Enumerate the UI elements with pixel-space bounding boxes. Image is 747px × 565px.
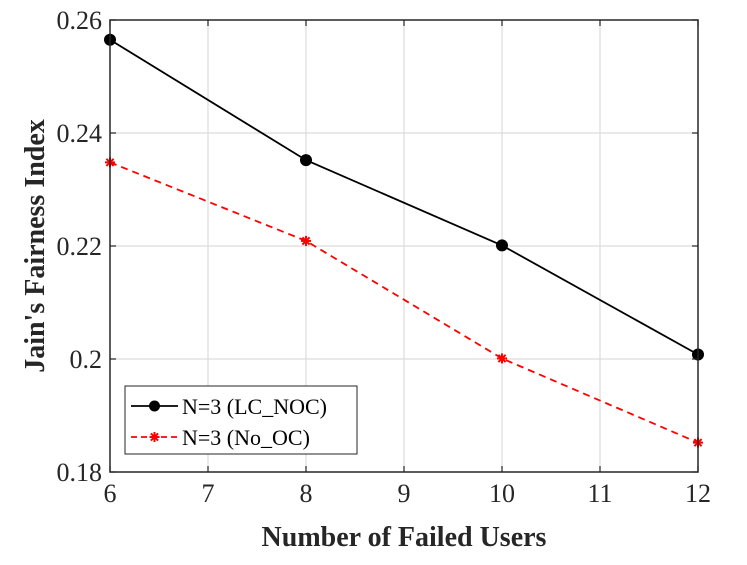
tick-labels: 6 7 8 9 10 11 12 0.18 0.2 0.22 0.24 0.26 bbox=[57, 6, 712, 508]
legend: N=3 (LC_NOC) N=3 (No_OC) bbox=[124, 385, 358, 455]
legend-entry-no-oc: N=3 (No_OC) bbox=[131, 425, 310, 450]
series-0-point bbox=[300, 154, 312, 167]
y-tick-label: 0.22 bbox=[57, 232, 103, 261]
x-tick-label: 8 bbox=[300, 479, 313, 508]
legend-marker-no-oc bbox=[149, 432, 160, 442]
x-tick-label: 9 bbox=[398, 479, 411, 508]
y-tick-label: 0.18 bbox=[57, 458, 103, 487]
y-tick-label: 0.24 bbox=[57, 119, 103, 148]
x-tick-label: 7 bbox=[202, 479, 215, 508]
y-tick-label: 0.26 bbox=[57, 6, 103, 35]
x-axis-title: Number of Failed Users bbox=[262, 522, 547, 553]
series-0-point bbox=[496, 239, 508, 252]
x-tick-label: 10 bbox=[489, 479, 515, 508]
x-tick-label: 6 bbox=[104, 479, 117, 508]
series-1-point bbox=[301, 235, 311, 246]
x-tick-label: 11 bbox=[587, 479, 612, 508]
series-layer bbox=[104, 33, 704, 448]
legend-box bbox=[124, 385, 358, 455]
series-1-point bbox=[497, 353, 507, 364]
legend-label-lc-noc: N=3 (LC_NOC) bbox=[182, 394, 327, 419]
y-axis-title: Jain's Fairness Index bbox=[20, 119, 51, 373]
series-0-line bbox=[109, 39, 699, 356]
y-tick-label: 0.2 bbox=[70, 345, 103, 374]
series-1-line bbox=[109, 161, 699, 444]
legend-entry-lc-noc: N=3 (LC_NOC) bbox=[131, 394, 327, 419]
x-tick-label: 12 bbox=[685, 479, 711, 508]
axis-ticks bbox=[109, 19, 699, 473]
legend-marker-lc-noc bbox=[149, 400, 160, 412]
legend-label-no-oc: N=3 (No_OC) bbox=[182, 425, 310, 450]
grid-lines bbox=[110, 20, 698, 472]
